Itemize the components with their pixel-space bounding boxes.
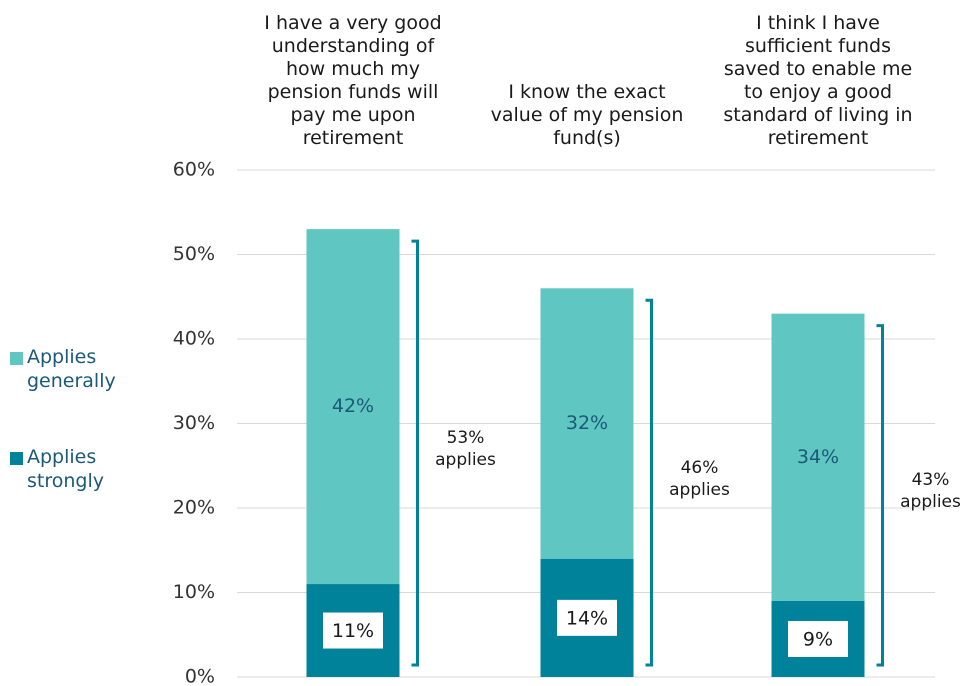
category-label: I know the exact value of my pension fun… [490, 81, 684, 149]
y-tick-label: 40% [173, 328, 215, 350]
value-label: 14% [566, 607, 608, 629]
total-label: 53% applies [435, 428, 496, 471]
legend-swatch [10, 452, 23, 465]
y-tick-label: 60% [173, 159, 215, 181]
value-label-box [788, 620, 848, 657]
value-label-box [323, 612, 383, 649]
total-bracket [645, 298, 653, 667]
total-bracket [876, 324, 884, 667]
value-label: 42% [332, 395, 374, 417]
y-tick-label: 10% [173, 581, 215, 603]
legend-label: Applies generally [27, 346, 116, 392]
total-bracket [411, 239, 419, 667]
total-label: 46% applies [669, 457, 730, 500]
value-label: 32% [566, 412, 608, 434]
bar-segment [306, 229, 400, 585]
y-tick-label: 20% [173, 497, 215, 519]
value-label: 9% [803, 628, 833, 650]
value-label: 34% [797, 446, 839, 468]
bar-segment [771, 313, 865, 601]
y-tick-label: 30% [173, 412, 215, 434]
total-label: 43% applies [900, 470, 960, 513]
bar-segment [540, 288, 634, 559]
category-label: I have a very good understanding of how … [264, 12, 442, 149]
y-tick-label: 50% [173, 243, 215, 265]
value-label-box [557, 599, 617, 636]
legend-label: Applies strongly [27, 446, 104, 492]
category-label: I think I have sufficient funds saved to… [723, 12, 913, 149]
value-label: 11% [332, 620, 374, 642]
y-tick-label: 0% [185, 666, 215, 686]
legend-swatch [10, 352, 23, 365]
